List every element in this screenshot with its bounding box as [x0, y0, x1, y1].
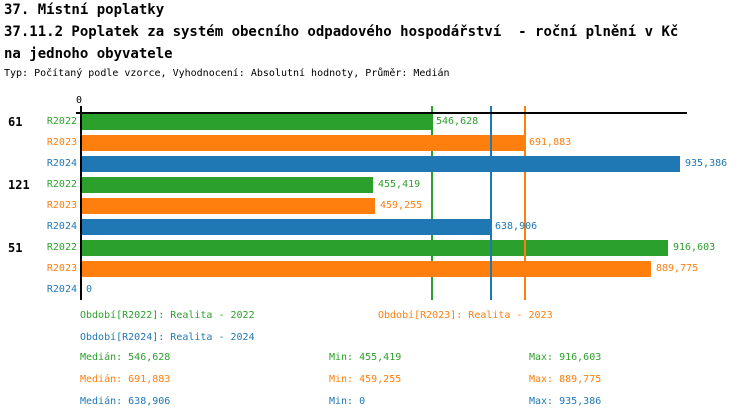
- bar-r2022-121[interactable]: [81, 177, 373, 193]
- report-section-title: 37. Místní poplatky: [4, 2, 165, 18]
- bar-value-label: 916,603: [673, 242, 716, 253]
- row-label-r2022: R2022: [46, 242, 77, 253]
- bar-chart: 0 61 R2022 546,628 R2023 691,883 R2024 935,386 1…: [8, 95, 728, 300]
- stat-max-r2022: Max: 916,603: [529, 352, 602, 363]
- group-label: 121: [8, 178, 30, 192]
- group-label: 61: [8, 115, 23, 129]
- bar-value-label: 546,628: [436, 116, 479, 127]
- row-label-r2024: R2024: [46, 284, 77, 295]
- row-label-r2024: R2024: [46, 158, 77, 169]
- bar-r2023-61[interactable]: [81, 135, 524, 151]
- bar-value-label: 889,775: [656, 263, 699, 274]
- axis-zero-label: 0: [76, 95, 83, 106]
- bar-r2024-61[interactable]: [81, 156, 680, 172]
- median-line-r2022: [431, 106, 433, 300]
- row-label-r2023: R2023: [46, 137, 77, 148]
- bar-r2022-61[interactable]: [81, 114, 431, 130]
- legend-entry-r2023: Období[R2023]: Realita - 2023: [378, 310, 553, 321]
- median-line-r2023: [524, 106, 526, 300]
- legend-entry-r2022: Období[R2022]: Realita - 2022: [80, 310, 255, 321]
- stat-max-r2023: Max: 889,775: [529, 374, 602, 385]
- bar-value-label: 638,906: [495, 221, 538, 232]
- bar-value-label: 459,255: [380, 200, 423, 211]
- bar-value-label: 935,386: [685, 158, 728, 169]
- axis-line-y: [80, 112, 82, 300]
- bar-value-label: 691,883: [529, 137, 572, 148]
- bar-r2024-121[interactable]: [81, 219, 490, 235]
- legend-entry-r2024: Období[R2024]: Realita - 2024: [80, 332, 255, 343]
- stat-max-r2024: Max: 935,386: [529, 396, 602, 407]
- bar-r2023-51[interactable]: [81, 261, 651, 277]
- row-label-r2023: R2023: [46, 200, 77, 211]
- indicator-meta: Typ: Počítaný podle vzorce, Vyhodnocení:…: [4, 68, 450, 79]
- stat-min-r2024: Min: 0: [329, 396, 366, 407]
- bar-r2022-51[interactable]: [81, 240, 668, 256]
- bar-r2023-121[interactable]: [81, 198, 375, 214]
- group-label: 51: [8, 241, 23, 255]
- indicator-title-line2: na jednoho obyvatele: [4, 46, 173, 62]
- indicator-title-line1: 37.11.2 Poplatek za systém obecního odpa…: [4, 24, 679, 40]
- row-label-r2022: R2022: [46, 179, 77, 190]
- row-label-r2023: R2023: [46, 263, 77, 274]
- median-line-r2024: [490, 106, 492, 300]
- bar-value-label: 0: [86, 284, 93, 295]
- axis-line-x: [76, 112, 687, 114]
- bar-value-label: 455,419: [378, 179, 421, 190]
- row-label-r2022: R2022: [46, 116, 77, 127]
- stat-median-r2022: Medián: 546,628: [80, 352, 171, 363]
- stat-median-r2024: Medián: 638,906: [80, 396, 171, 407]
- row-label-r2024: R2024: [46, 221, 77, 232]
- stat-min-r2023: Min: 459,255: [329, 374, 402, 385]
- stat-median-r2023: Medián: 691,883: [80, 374, 171, 385]
- axis-zero-tick: [80, 106, 82, 112]
- stat-min-r2022: Min: 455,419: [329, 352, 402, 363]
